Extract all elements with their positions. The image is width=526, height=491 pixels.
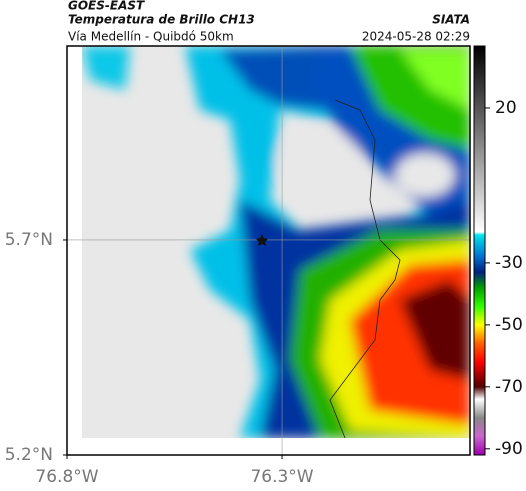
colorbar-tick-label: -70 (495, 377, 523, 397)
x-tick-label: 76.8°W (35, 467, 98, 487)
colorbar-tick-label: 20 (495, 98, 517, 118)
product: Temperatura de Brillo CH13 (68, 13, 255, 27)
satellite-image (82, 46, 470, 438)
satellite: GOES-EAST (68, 0, 145, 13)
x-tick-label: 76.3°W (250, 467, 313, 487)
source: SIATA (432, 13, 470, 27)
datetime: 2024-05-28 02:29 (362, 30, 470, 44)
colorbar-tick-label: -30 (495, 253, 523, 273)
colorbar (473, 45, 486, 456)
y-tick-label: 5.7°N (5, 230, 53, 250)
location-marker (256, 234, 268, 246)
colorbar-tick-label: -90 (495, 439, 523, 459)
colorbar-tick-label: -50 (495, 315, 523, 335)
y-tick-label: 5.2°N (5, 445, 53, 465)
map-frame (66, 45, 471, 456)
route: Vía Medellín - Quibdó 50km (68, 30, 234, 44)
